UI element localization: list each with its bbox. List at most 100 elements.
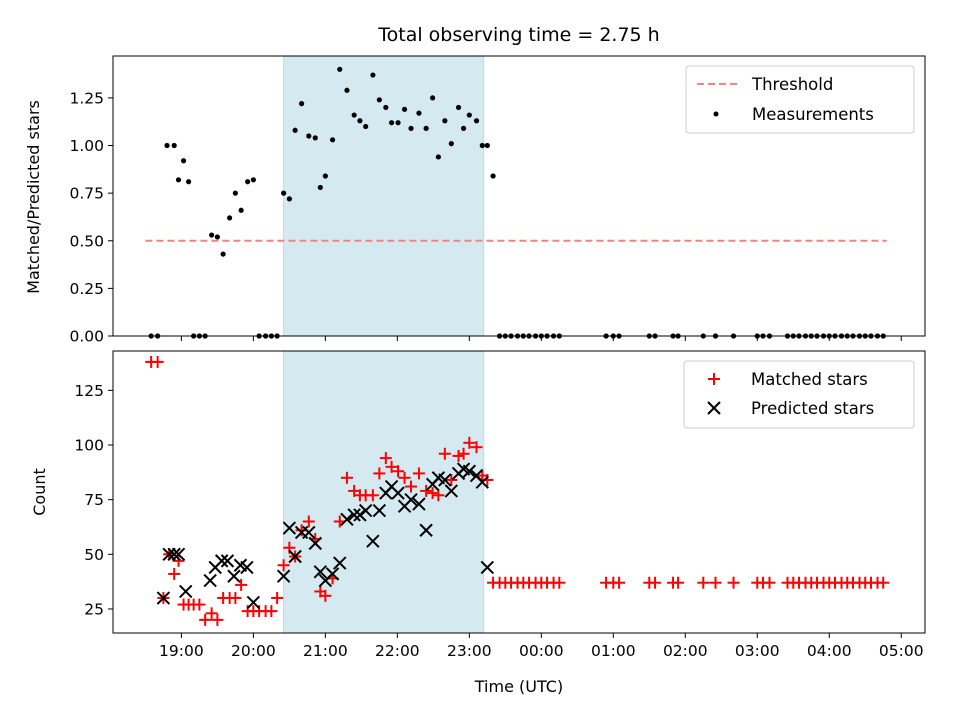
data-point	[232, 190, 238, 196]
data-point	[329, 137, 336, 143]
data-point	[203, 573, 217, 588]
data-point	[484, 142, 490, 149]
x-axis-label: Time (UTC)	[474, 677, 563, 696]
data-point	[319, 589, 332, 602]
data-point	[171, 547, 186, 562]
data-point	[649, 576, 662, 589]
data-point	[357, 118, 363, 124]
data-point	[373, 467, 386, 480]
data-point	[613, 576, 626, 589]
data-point	[470, 441, 483, 454]
x-tick-label: 04:00	[807, 642, 852, 660]
data-point	[180, 158, 187, 164]
bottom-y-tick-label: 50	[84, 546, 104, 564]
x-tick-label: 00:00	[519, 642, 564, 660]
data-point	[370, 72, 376, 78]
data-point	[401, 106, 408, 112]
data-point	[250, 177, 256, 183]
data-point	[199, 613, 212, 626]
data-point	[313, 565, 328, 579]
data-point	[466, 112, 472, 118]
x-tick-label: 02:00	[663, 642, 708, 660]
data-point	[277, 559, 290, 572]
data-point	[392, 465, 405, 478]
data-point	[317, 184, 323, 191]
data-point	[322, 173, 328, 179]
top-y-tick-label: 0.25	[69, 280, 104, 298]
data-point	[363, 123, 369, 130]
data-point	[151, 355, 164, 368]
data-point	[430, 95, 436, 101]
data-point	[229, 592, 242, 605]
x-tick-label: 22:00	[375, 642, 420, 660]
top-legend-frame	[685, 65, 915, 134]
threshold-legend-label: Threshold	[751, 75, 833, 94]
data-point	[205, 607, 218, 620]
x-tick-label: 19:00	[159, 642, 204, 660]
data-point	[395, 120, 401, 126]
data-point	[420, 484, 433, 497]
top-y-tick-label: 1.25	[69, 89, 104, 107]
data-point	[490, 173, 496, 179]
bottom-axes-frame	[112, 350, 926, 634]
bottom-panel: 25 50 75 100 125 19:00 20:00 21:00 22:00 23:00 00:…	[74, 350, 926, 660]
x-tick-label: 21:00	[303, 642, 348, 660]
bottom-legend: Matched stars Predicted stars	[683, 360, 915, 429]
data-point	[423, 125, 429, 131]
data-point	[462, 464, 477, 478]
data-point	[408, 125, 414, 131]
data-point	[281, 190, 287, 196]
data-point	[306, 133, 312, 139]
data-point	[178, 584, 193, 599]
data-point	[480, 560, 495, 575]
data-point	[672, 576, 685, 589]
data-point	[168, 567, 181, 580]
data-point	[245, 179, 251, 185]
data-point	[448, 141, 454, 147]
data-point	[445, 473, 458, 486]
data-point	[388, 120, 395, 126]
data-point	[697, 576, 710, 589]
top-observing-window	[283, 55, 485, 337]
data-point	[288, 549, 302, 564]
data-point	[432, 489, 445, 502]
data-point	[308, 536, 322, 551]
data-point	[727, 576, 740, 589]
data-point	[302, 515, 315, 528]
data-point	[385, 460, 398, 473]
data-point	[185, 179, 192, 185]
data-point	[340, 512, 354, 527]
data-point	[164, 142, 170, 149]
data-point	[412, 497, 426, 511]
data-point	[246, 595, 261, 610]
data-point	[340, 471, 353, 484]
top-y-tick-label: 0.75	[69, 185, 104, 203]
data-point	[282, 521, 297, 535]
data-point	[271, 592, 284, 605]
data-point	[214, 554, 229, 568]
top-y-tick-label: 0.00	[69, 328, 104, 346]
data-point	[405, 480, 418, 493]
top-y-tick-label: 0.50	[69, 232, 104, 250]
data-point	[426, 487, 439, 500]
data-point	[220, 251, 226, 257]
data-point	[227, 569, 241, 583]
data-point	[209, 232, 215, 238]
data-point	[366, 534, 380, 548]
data-point	[435, 154, 441, 160]
data-point	[220, 554, 235, 568]
data-point	[438, 447, 451, 460]
bottom-y-tick-label: 75	[84, 491, 104, 509]
data-point	[398, 471, 411, 484]
data-point	[763, 576, 776, 589]
bottom-legend-frame	[683, 360, 915, 429]
top-y-axis-label: Matched/Predicted stars	[24, 100, 43, 294]
x-tick-label: 03:00	[735, 642, 780, 660]
data-point	[276, 569, 291, 583]
data-point	[347, 508, 361, 522]
data-point	[460, 125, 467, 131]
data-point	[292, 127, 298, 133]
top-panel: 0.00 0.25 0.50 0.75 1.00 1.25	[69, 55, 926, 346]
data-point	[302, 525, 316, 540]
